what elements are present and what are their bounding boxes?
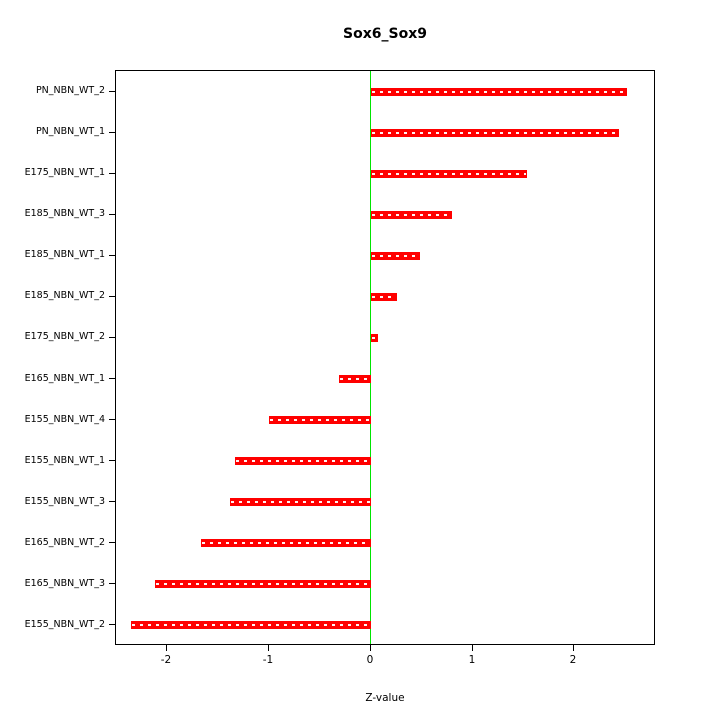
y-axis-label: E155_NBN_WT_2 — [24, 619, 105, 630]
bar-dash-pattern — [231, 501, 370, 504]
x-axis-tick-label: 1 — [468, 654, 476, 666]
y-axis-tick — [109, 624, 115, 625]
bar-dash-pattern — [371, 254, 419, 257]
x-axis-tick — [573, 645, 574, 651]
y-axis-tick — [109, 337, 115, 338]
y-axis-tick — [109, 542, 115, 543]
plot-area — [115, 70, 655, 645]
x-axis-tick-label: -2 — [160, 654, 172, 666]
bar — [370, 333, 378, 342]
y-axis-label: E155_NBN_WT_3 — [24, 496, 105, 507]
bar-dash-pattern — [371, 172, 526, 175]
x-axis-tick — [370, 645, 371, 651]
bar — [154, 580, 371, 589]
bar-dash-pattern — [155, 583, 370, 586]
y-axis-tick — [109, 296, 115, 297]
bar — [131, 621, 371, 630]
bar-dash-pattern — [132, 624, 370, 627]
bar — [339, 375, 371, 384]
bar-dash-pattern — [236, 460, 370, 463]
zero-line — [369, 71, 371, 644]
bar — [235, 457, 371, 466]
bar — [370, 169, 527, 178]
bar — [370, 210, 453, 219]
bar — [370, 292, 398, 301]
bar-dash-pattern — [269, 419, 370, 422]
y-axis-label: E165_NBN_WT_2 — [24, 537, 105, 548]
bar — [370, 251, 420, 260]
bar-dash-pattern — [371, 336, 377, 339]
x-axis-title: Z-value — [365, 692, 405, 704]
y-axis-label: E175_NBN_WT_1 — [24, 167, 105, 178]
y-axis-label: PN_NBN_WT_1 — [35, 126, 105, 137]
y-axis-label: E185_NBN_WT_2 — [24, 290, 105, 301]
y-axis-label: E165_NBN_WT_3 — [24, 578, 105, 589]
x-axis-tick — [268, 645, 269, 651]
y-axis-tick — [109, 214, 115, 215]
y-axis-tick — [109, 419, 115, 420]
y-axis-tick — [109, 173, 115, 174]
y-axis-label: E185_NBN_WT_3 — [24, 208, 105, 219]
bar — [370, 128, 620, 137]
y-axis-label: PN_NBN_WT_2 — [35, 85, 105, 96]
y-axis-label: E165_NBN_WT_1 — [24, 373, 105, 384]
y-axis-label: E185_NBN_WT_1 — [24, 249, 105, 260]
y-axis-tick — [109, 378, 115, 379]
bar-dash-pattern — [371, 131, 619, 134]
y-axis-tick — [109, 132, 115, 133]
bar-dash-pattern — [371, 295, 397, 298]
x-axis-tick-label: 0 — [366, 654, 374, 666]
bar-dash-pattern — [371, 90, 627, 93]
bar-dash-pattern — [371, 213, 452, 216]
y-axis-label: E155_NBN_WT_4 — [24, 414, 105, 425]
bar-dash-pattern — [340, 378, 370, 381]
bar — [200, 539, 371, 548]
y-axis-label: E155_NBN_WT_1 — [24, 455, 105, 466]
y-axis-tick — [109, 460, 115, 461]
bar-dash-pattern — [201, 542, 370, 545]
bar — [370, 87, 628, 96]
bar — [268, 416, 371, 425]
y-axis-tick — [109, 501, 115, 502]
y-axis-tick — [109, 255, 115, 256]
y-axis-label: E175_NBN_WT_2 — [24, 331, 105, 342]
chart-title: Sox6_Sox9 — [343, 26, 427, 42]
y-axis-tick — [109, 583, 115, 584]
x-axis-tick-label: 2 — [569, 654, 577, 666]
y-axis-tick — [109, 91, 115, 92]
bar — [230, 498, 371, 507]
x-axis-tick — [166, 645, 167, 651]
x-axis-tick — [472, 645, 473, 651]
x-axis-tick-label: -1 — [262, 654, 274, 666]
